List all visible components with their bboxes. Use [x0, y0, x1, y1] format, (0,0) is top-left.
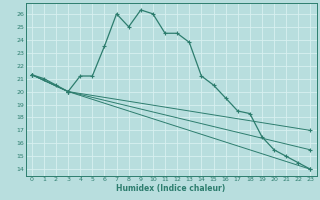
X-axis label: Humidex (Indice chaleur): Humidex (Indice chaleur)	[116, 184, 226, 193]
